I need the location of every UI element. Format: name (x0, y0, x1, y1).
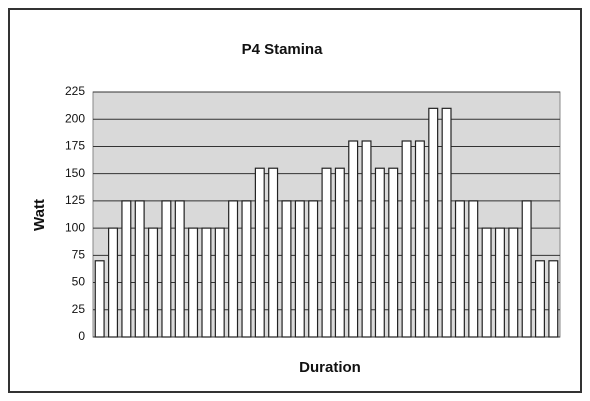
bar (454, 200, 465, 338)
bar (468, 200, 479, 338)
y-tick-label: 50 (72, 275, 86, 289)
bar (361, 140, 372, 338)
bar (214, 227, 225, 338)
bar (321, 167, 332, 338)
bar (161, 200, 172, 338)
bar (268, 167, 279, 338)
bar (134, 200, 145, 338)
y-tick-label: 125 (65, 193, 85, 207)
y-axis-label: Watt (31, 199, 48, 231)
bar (441, 107, 452, 338)
y-tick-label: 0 (78, 329, 85, 343)
bar (494, 227, 505, 338)
chart-title: P4 Stamina (242, 41, 324, 58)
bar (241, 200, 252, 338)
bar (254, 167, 265, 338)
bar (348, 140, 359, 338)
bar (121, 200, 132, 338)
bar (281, 200, 292, 338)
bar (308, 200, 319, 338)
bar (428, 107, 439, 338)
bar (94, 260, 105, 338)
y-tick-label: 25 (72, 302, 86, 316)
bar (548, 260, 559, 338)
bar (414, 140, 425, 338)
bar (534, 260, 545, 338)
x-axis-label: Duration (299, 359, 361, 376)
y-tick-label: 100 (65, 220, 85, 234)
bar (188, 227, 199, 338)
y-tick-label: 75 (72, 248, 86, 262)
bar (334, 167, 345, 338)
bar (401, 140, 412, 338)
bar (521, 200, 532, 338)
bar (228, 200, 239, 338)
bar (481, 227, 492, 338)
y-tick-label: 200 (65, 111, 85, 125)
bar (388, 167, 399, 338)
bar (148, 227, 159, 338)
bar (201, 227, 212, 338)
y-tick-label: 175 (65, 139, 85, 153)
bar (108, 227, 119, 338)
bar (374, 167, 385, 338)
bar (294, 200, 305, 338)
bar (174, 200, 185, 338)
bar (508, 227, 519, 338)
y-tick-label: 150 (65, 166, 85, 180)
y-tick-label: 225 (65, 84, 85, 98)
